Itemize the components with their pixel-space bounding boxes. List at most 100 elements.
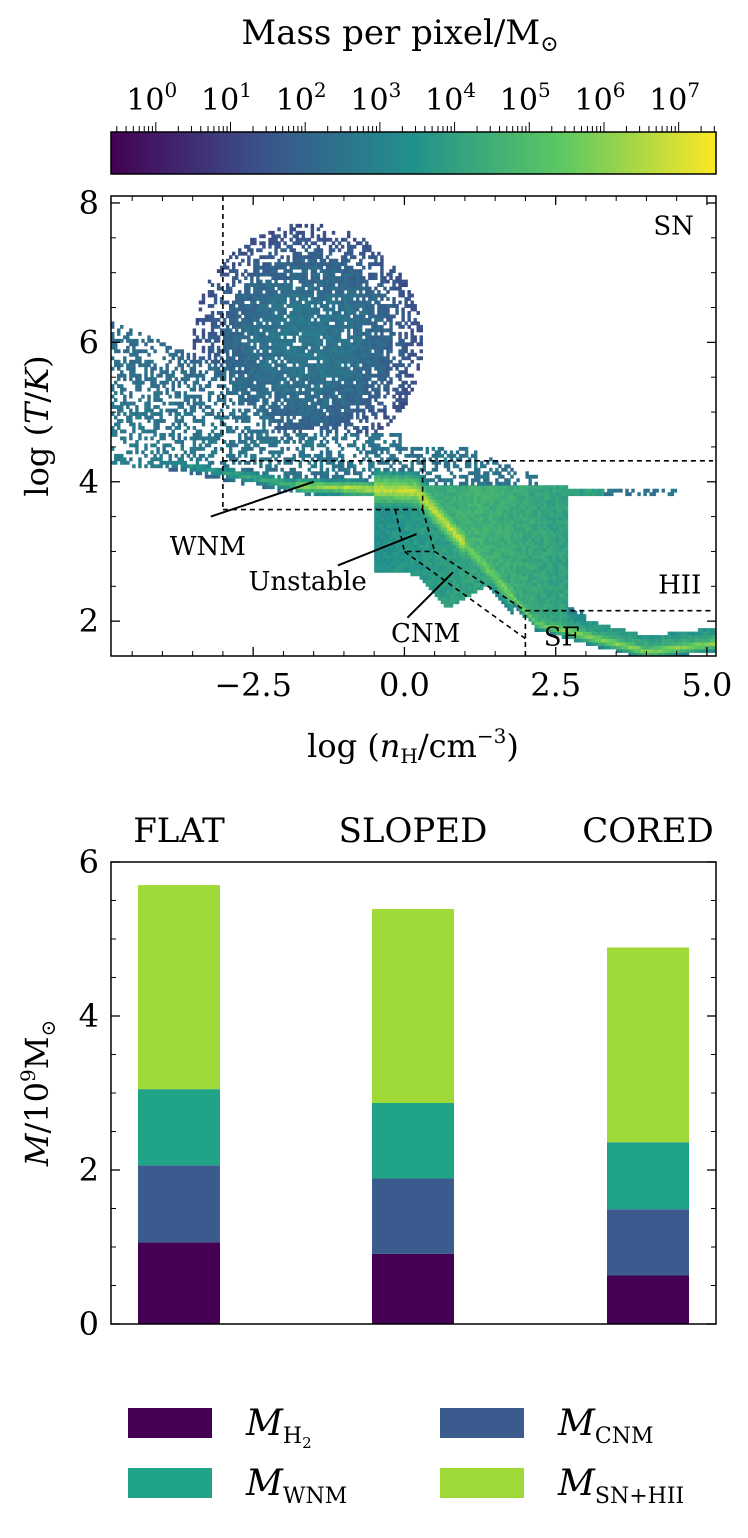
heatmap-cell bbox=[328, 269, 333, 274]
heatmap-cell bbox=[313, 366, 318, 371]
heatmap-cell bbox=[404, 530, 408, 535]
heatmap-cell bbox=[174, 349, 178, 354]
heatmap-cell bbox=[458, 596, 463, 601]
heatmap-cell bbox=[377, 300, 381, 305]
heatmap-cell bbox=[207, 467, 212, 472]
heatmap-cell bbox=[250, 276, 254, 281]
heatmap-cell bbox=[359, 471, 363, 476]
heatmap-cell bbox=[292, 328, 296, 333]
heatmap-cell bbox=[256, 317, 260, 322]
heatmap-cell bbox=[470, 582, 475, 587]
heatmap-cell bbox=[328, 290, 333, 294]
heatmap-cell bbox=[464, 568, 469, 573]
heatmap-cell bbox=[241, 324, 245, 329]
heatmap-cell bbox=[198, 453, 203, 458]
heatmap-cell bbox=[413, 544, 417, 549]
heatmap-cell bbox=[304, 352, 309, 357]
heatmap-cell bbox=[153, 384, 157, 389]
heatmap-cell bbox=[283, 265, 287, 270]
heatmap-cell bbox=[322, 321, 327, 326]
heatmap-cell bbox=[353, 384, 357, 389]
heatmap-cell bbox=[156, 391, 160, 396]
heatmap-cell bbox=[419, 478, 423, 483]
heatmap-cell bbox=[395, 481, 399, 486]
heatmap-cell bbox=[259, 446, 263, 451]
heatmap-cell bbox=[455, 506, 460, 511]
heatmap-cell bbox=[362, 321, 366, 326]
heatmap-cell bbox=[232, 439, 236, 444]
heatmap-cell bbox=[446, 460, 451, 465]
heatmap-cell bbox=[274, 237, 278, 242]
heatmap-cell bbox=[349, 485, 354, 490]
heatmap-cell bbox=[238, 450, 242, 455]
heatmap-cell bbox=[377, 541, 381, 545]
heatmap-cell bbox=[262, 314, 266, 319]
heatmap-cell bbox=[374, 481, 378, 486]
heatmap-cell bbox=[283, 286, 287, 291]
heatmap-cell bbox=[274, 321, 278, 326]
heatmap-cell bbox=[265, 279, 269, 284]
heatmap-cell bbox=[265, 352, 269, 357]
heatmap-cell bbox=[368, 262, 372, 267]
heatmap-cell bbox=[365, 405, 369, 409]
heatmap-cell bbox=[271, 230, 275, 235]
heatmap-cell bbox=[180, 401, 184, 406]
heatmap-cell bbox=[353, 331, 357, 336]
heatmap-cell bbox=[307, 478, 312, 483]
heatmap-cell bbox=[401, 492, 405, 497]
heatmap-cell bbox=[404, 527, 408, 531]
heatmap-cell bbox=[319, 363, 324, 368]
heatmap-cell bbox=[189, 370, 194, 375]
heatmap-cell bbox=[241, 345, 245, 350]
heatmap-cell bbox=[301, 370, 305, 375]
heatmap-cell bbox=[349, 387, 354, 392]
heatmap-cell bbox=[458, 492, 463, 497]
heatmap-cell bbox=[458, 457, 463, 462]
heatmap-cell bbox=[359, 304, 363, 308]
heatmap-cell bbox=[289, 283, 293, 287]
heatmap-cell bbox=[368, 290, 372, 294]
heatmap-cell bbox=[262, 335, 266, 340]
heatmap-cell bbox=[325, 429, 330, 434]
heatmap-cell bbox=[253, 363, 257, 368]
heatmap-cell bbox=[262, 446, 266, 451]
heatmap-cell bbox=[126, 415, 130, 420]
heatmap-cell bbox=[431, 520, 436, 524]
heatmap-cell bbox=[428, 457, 433, 462]
heatmap-cell bbox=[262, 356, 266, 361]
heatmap-cell bbox=[216, 436, 221, 441]
heatmap-cell bbox=[307, 258, 312, 263]
heatmap-cell bbox=[319, 265, 324, 270]
heatmap-cell bbox=[244, 478, 248, 483]
heatmap-cell bbox=[280, 311, 284, 315]
heatmap-cell bbox=[135, 359, 139, 364]
heatmap-cell bbox=[389, 495, 393, 500]
heatmap-cell bbox=[222, 331, 227, 336]
heatmap-cell bbox=[416, 527, 420, 531]
heatmap-cell bbox=[238, 394, 242, 399]
heatmap-cell bbox=[274, 234, 278, 239]
heatmap-cell bbox=[298, 237, 302, 242]
heatmap-cell bbox=[437, 474, 442, 479]
heatmap-cell bbox=[274, 251, 278, 256]
heatmap-cell bbox=[380, 541, 384, 545]
heatmap-cell bbox=[386, 290, 390, 294]
heatmap-cell bbox=[298, 387, 302, 392]
heatmap-cell bbox=[413, 499, 417, 504]
heatmap-cell bbox=[313, 485, 318, 490]
heatmap-cell bbox=[428, 520, 433, 524]
heatmap-cell bbox=[365, 359, 369, 364]
heatmap-cell bbox=[386, 554, 390, 559]
heatmap-cell bbox=[292, 352, 296, 357]
heatmap-cell bbox=[362, 467, 366, 472]
heatmap-cell bbox=[356, 481, 360, 486]
heatmap-cell bbox=[277, 391, 281, 396]
heatmap-cell bbox=[271, 234, 275, 239]
heatmap-cell bbox=[467, 513, 472, 517]
heatmap-cell bbox=[346, 317, 351, 322]
heatmap-cell bbox=[446, 568, 451, 573]
heatmap-cell bbox=[437, 558, 442, 563]
heatmap-cell bbox=[413, 502, 417, 507]
heatmap-cell bbox=[422, 509, 426, 514]
heatmap-cell bbox=[241, 412, 245, 416]
